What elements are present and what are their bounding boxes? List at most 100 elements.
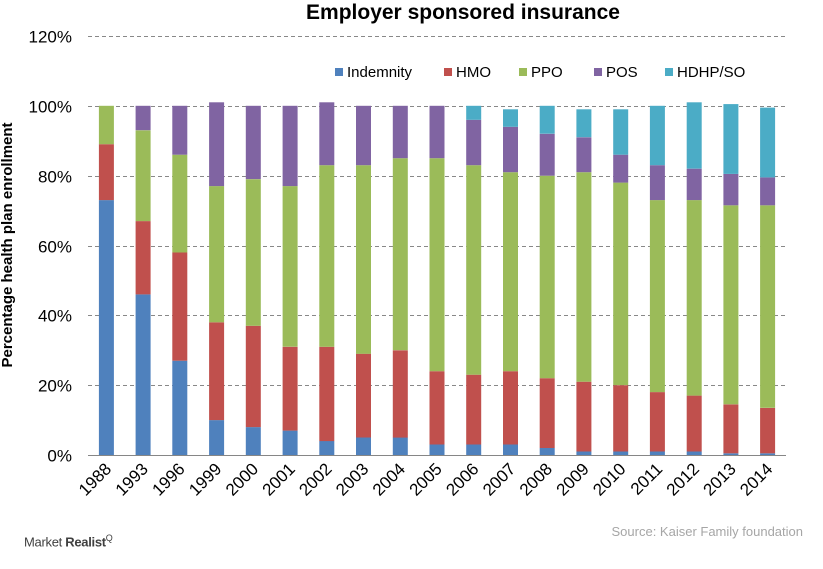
bars <box>98 102 776 455</box>
bar-segment-hmo-2004 <box>392 350 408 438</box>
x-tick-label: 2010 <box>589 459 629 499</box>
bar-segment-indemnity-1988 <box>98 200 114 455</box>
bar-segment-pos-2004 <box>392 105 408 159</box>
bar-segment-pos-1999 <box>209 102 225 187</box>
y-tick-label: 120% <box>29 28 72 47</box>
legend: Indemnity HMO PPO POS HDHP/SO <box>335 64 745 81</box>
source-note: Source: Kaiser Family foundation <box>611 524 803 539</box>
bar-segment-pos-2005 <box>429 105 445 159</box>
bar-segment-hmo-2014 <box>760 407 776 454</box>
bar-segment-ppo-2001 <box>282 186 298 347</box>
bar-segment-ppo-1999 <box>209 186 225 323</box>
bar-segment-ppo-2011 <box>649 200 665 393</box>
x-tick-label: 2011 <box>627 459 666 498</box>
legend-swatch <box>335 68 343 76</box>
bar-segment-hdhp-so-2008 <box>539 105 555 134</box>
bar-segment-ppo-2006 <box>466 165 482 375</box>
bar-segment-pos-1993 <box>135 105 151 131</box>
bar-segment-ppo-2012 <box>686 200 702 396</box>
y-tick-label: 60% <box>38 238 72 257</box>
bar-segment-indemnity-2013 <box>723 453 739 455</box>
bar-segment-indemnity-2007 <box>503 444 518 455</box>
brand-word-market: Market <box>24 534 62 550</box>
x-tick-label: 1999 <box>185 459 225 499</box>
x-tick-label: 2014 <box>736 459 776 499</box>
bar-segment-pos-2006 <box>466 119 482 166</box>
x-tick-label: 2008 <box>516 459 556 499</box>
bar-segment-indemnity-2000 <box>245 427 261 455</box>
bar-segment-indemnity-2012 <box>686 451 702 455</box>
bar-segment-indemnity-2003 <box>356 437 371 455</box>
bar-segment-indemnity-1993 <box>135 294 151 455</box>
x-tick-label: 2005 <box>406 459 446 499</box>
legend-label: POS <box>606 64 638 81</box>
bar-segment-ppo-2002 <box>319 165 335 347</box>
x-tick-label: 1993 <box>112 459 152 499</box>
bar-segment-ppo-2007 <box>503 172 518 372</box>
bar-segment-hdhp-so-2006 <box>466 105 482 120</box>
bar-segment-hmo-2008 <box>539 378 555 448</box>
y-tick-label: 20% <box>38 377 72 396</box>
y-tick-label: 40% <box>38 307 72 326</box>
x-tick-label: 2007 <box>479 459 519 499</box>
bar-segment-ppo-2010 <box>613 182 629 386</box>
legend-label: Indemnity <box>347 64 413 81</box>
bar-segment-hmo-2007 <box>503 371 518 445</box>
bar-segment-hdhp-so-2014 <box>760 107 776 178</box>
bar-segment-indemnity-2002 <box>319 441 335 455</box>
bar-segment-hdhp-so-2007 <box>503 109 518 127</box>
bar-segment-ppo-2003 <box>356 165 371 354</box>
y-axis-ticks: 0% 20% 40% 60% 80% 100% 120% <box>29 28 72 466</box>
bar-segment-pos-2008 <box>539 133 555 176</box>
brand-mark-icon: Q <box>105 533 113 543</box>
legend-label: PPO <box>531 64 563 81</box>
bar-segment-indemnity-2001 <box>282 430 298 455</box>
x-tick-label: 2004 <box>369 459 409 499</box>
bar-segment-pos-2001 <box>282 105 298 187</box>
x-tick-label: 1996 <box>148 459 188 499</box>
x-tick-label: 2000 <box>222 459 262 499</box>
bar-segment-hmo-2011 <box>649 392 665 452</box>
x-tick-label: 2009 <box>553 459 593 499</box>
bar-segment-hdhp-so-2011 <box>649 105 665 166</box>
bar-segment-indemnity-2005 <box>429 444 445 455</box>
bar-segment-hmo-1993 <box>135 221 151 295</box>
bar-segment-hmo-2005 <box>429 371 445 445</box>
bar-segment-hmo-2012 <box>686 395 702 452</box>
bar-segment-hmo-2013 <box>723 404 739 454</box>
x-tick-label: 1988 <box>75 459 115 499</box>
x-tick-label: 2012 <box>663 459 703 499</box>
bar-segment-ppo-1996 <box>172 154 188 253</box>
bar-segment-pos-2007 <box>503 126 518 173</box>
bar-segment-pos-2010 <box>613 154 629 183</box>
bar-segment-indemnity-2010 <box>613 451 629 455</box>
x-axis-ticks: 1988199319961999200020012002200320042005… <box>75 459 776 499</box>
bar-segment-hmo-1996 <box>172 252 188 361</box>
bar-segment-ppo-2004 <box>392 158 408 351</box>
bar-segment-indemnity-2009 <box>576 451 592 455</box>
legend-label: HMO <box>456 64 491 81</box>
y-tick-label: 0% <box>47 447 72 466</box>
bar-segment-indemnity-2004 <box>392 437 408 455</box>
chart-title: Employer sponsored insurance <box>306 1 620 24</box>
bar-segment-ppo-2013 <box>723 205 739 405</box>
bar-segment-ppo-2008 <box>539 175 555 379</box>
bar-segment-ppo-1993 <box>135 130 151 222</box>
bar-segment-ppo-2014 <box>760 205 776 408</box>
bar-segment-pos-2013 <box>723 173 739 206</box>
bar-segment-hmo-2001 <box>282 346 298 431</box>
y-tick-label: 100% <box>29 98 72 117</box>
bar-segment-indemnity-2008 <box>539 448 555 455</box>
legend-swatch <box>444 68 452 76</box>
x-tick-label: 2013 <box>700 459 740 499</box>
legend-swatch <box>519 68 527 76</box>
bar-segment-ppo-2009 <box>576 172 592 382</box>
bar-segment-hdhp-so-2012 <box>686 102 702 169</box>
bar-segment-hmo-2010 <box>613 385 629 452</box>
legend-swatch <box>665 68 673 76</box>
bar-segment-indemnity-2014 <box>760 453 776 455</box>
bar-segment-indemnity-1999 <box>209 420 225 455</box>
bar-segment-pos-2003 <box>356 105 371 166</box>
bar-segment-pos-2012 <box>686 168 702 201</box>
